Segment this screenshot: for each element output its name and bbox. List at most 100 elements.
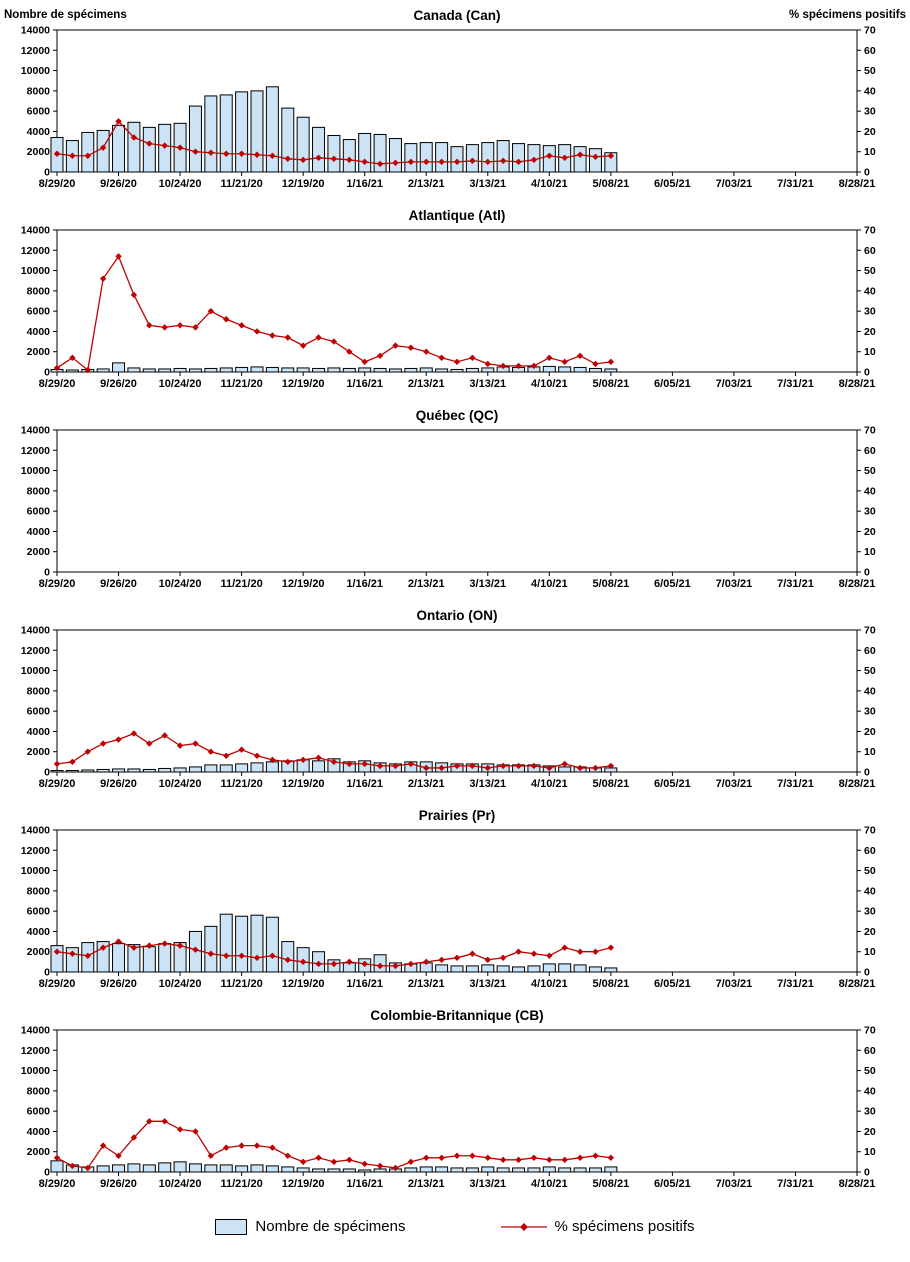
diamond-marker-icon bbox=[53, 150, 61, 157]
diamond-marker-icon bbox=[207, 149, 215, 156]
y-left-tick-label: 10000 bbox=[21, 1065, 50, 1077]
chart-title: Colombie-Britannique (CB) bbox=[370, 1008, 543, 1023]
diamond-marker-icon bbox=[84, 952, 91, 959]
y-left-tick-label: 8000 bbox=[27, 485, 51, 497]
specimen-bar bbox=[265, 916, 279, 973]
y-right-tick-label: 40 bbox=[864, 85, 876, 97]
specimen-bar bbox=[219, 94, 233, 173]
diamond-marker-icon bbox=[592, 153, 599, 160]
specimen-bar bbox=[496, 140, 510, 173]
y-right-tick-label: 0 bbox=[864, 1167, 870, 1179]
y-left-tick-label: 10000 bbox=[21, 265, 50, 277]
specimen-bar bbox=[419, 367, 433, 373]
x-tick-label: 11/21/20 bbox=[221, 1178, 263, 1190]
specimen-bar bbox=[112, 768, 126, 773]
specimen-bar bbox=[588, 367, 602, 373]
y-left-tick-label: 2000 bbox=[27, 346, 51, 358]
specimen-bar bbox=[388, 368, 402, 373]
y-right-tick-label: 10 bbox=[864, 346, 876, 358]
specimen-bar bbox=[219, 913, 233, 973]
diamond-marker-icon bbox=[161, 324, 168, 331]
specimen-bar bbox=[358, 1169, 372, 1173]
y-left-tick-label: 10000 bbox=[21, 65, 50, 77]
y-right-tick-label: 10 bbox=[864, 1146, 876, 1158]
diamond-marker-icon bbox=[192, 324, 199, 331]
chart-title: Prairies (Pr) bbox=[419, 808, 496, 823]
y-left-tick-label: 10000 bbox=[21, 665, 50, 677]
specimen-bar bbox=[312, 367, 326, 373]
x-tick-label: 9/26/20 bbox=[100, 578, 137, 590]
y-right-tick-label: 40 bbox=[864, 1085, 876, 1097]
y-left-tick-label: 8000 bbox=[27, 1085, 51, 1097]
x-tick-label: 8/29/20 bbox=[39, 578, 76, 590]
y-right-tick-label: 40 bbox=[864, 685, 876, 697]
x-tick-label: 9/26/20 bbox=[100, 978, 137, 990]
diamond-marker-icon bbox=[69, 758, 76, 766]
specimen-bar bbox=[342, 367, 356, 373]
y-left-tick-label: 8000 bbox=[27, 885, 51, 897]
y-left-tick-label: 14000 bbox=[21, 825, 50, 837]
diamond-marker-icon bbox=[561, 358, 568, 366]
diamond-marker-icon bbox=[484, 360, 491, 368]
specimen-bar bbox=[327, 1168, 341, 1173]
legend-positivity-label: % spécimens positifs bbox=[554, 1218, 695, 1235]
specimen-bar bbox=[235, 763, 249, 773]
specimen-bar bbox=[312, 126, 326, 173]
specimen-bar bbox=[296, 1167, 310, 1173]
diamond-marker-icon bbox=[376, 352, 384, 359]
diamond-marker-icon bbox=[576, 764, 584, 772]
specimen-bar bbox=[235, 915, 249, 973]
specimen-bar bbox=[127, 1163, 141, 1173]
x-tick-label: 3/13/21 bbox=[469, 578, 506, 590]
y-right-tick-label: 70 bbox=[864, 1025, 876, 1037]
x-tick-label: 7/03/21 bbox=[716, 578, 753, 590]
y-right-tick-label: 50 bbox=[864, 265, 876, 277]
y-right-tick-label: 60 bbox=[864, 45, 876, 57]
y-right-tick-label: 70 bbox=[864, 825, 876, 837]
diamond-marker-icon bbox=[176, 942, 184, 949]
specimen-bar bbox=[219, 367, 233, 373]
diamond-marker-icon bbox=[546, 952, 553, 959]
y-left-tick-label: 4000 bbox=[27, 926, 51, 938]
x-tick-label: 2/13/21 bbox=[408, 1178, 445, 1190]
specimen-bar bbox=[542, 365, 556, 373]
diamond-marker-icon bbox=[223, 150, 230, 157]
x-tick-label: 7/03/21 bbox=[716, 978, 753, 990]
y-right-tick-label: 60 bbox=[864, 445, 876, 457]
y-left-tick-label: 0 bbox=[44, 367, 50, 379]
y-left-tick-label: 4000 bbox=[27, 126, 51, 138]
x-tick-label: 5/08/21 bbox=[592, 178, 629, 190]
specimen-bar bbox=[235, 366, 249, 373]
specimen-bar bbox=[81, 131, 95, 173]
diamond-marker-icon bbox=[423, 348, 430, 355]
diamond-marker-icon bbox=[284, 155, 291, 163]
x-tick-label: 1/16/21 bbox=[346, 578, 383, 590]
diamond-marker-icon bbox=[176, 322, 184, 329]
diamond-marker-icon bbox=[146, 322, 153, 329]
y-left-tick-label: 2000 bbox=[27, 1146, 51, 1158]
x-tick-label: 11/21/20 bbox=[221, 578, 263, 590]
diamond-marker-icon bbox=[130, 944, 138, 951]
diamond-marker-icon bbox=[284, 1152, 291, 1159]
diamond-marker-icon bbox=[330, 155, 338, 163]
y-right-tick-label: 0 bbox=[864, 167, 870, 179]
x-tick-label: 7/31/21 bbox=[777, 578, 814, 590]
specimen-bar bbox=[373, 1168, 387, 1173]
y-right-tick-label: 20 bbox=[864, 126, 876, 138]
specimen-bar bbox=[204, 367, 218, 373]
x-tick-label: 11/21/20 bbox=[221, 178, 263, 190]
specimen-bar bbox=[342, 139, 356, 173]
y-right-tick-label: 30 bbox=[864, 906, 876, 918]
y-left-tick-label: 6000 bbox=[27, 706, 51, 718]
specimen-bar bbox=[435, 964, 449, 973]
specimen-bar bbox=[127, 768, 141, 773]
chart-title: Québec (QC) bbox=[416, 408, 499, 423]
diamond-marker-icon bbox=[484, 158, 491, 166]
specimen-bar bbox=[158, 943, 172, 973]
specimen-bar bbox=[112, 1164, 126, 1173]
x-tick-label: 4/10/21 bbox=[531, 1178, 568, 1190]
y-right-tick-label: 70 bbox=[864, 425, 876, 437]
diamond-marker-icon bbox=[407, 1158, 415, 1166]
right-axis-title: % spécimens positifs bbox=[789, 9, 906, 21]
diamond-marker-icon bbox=[438, 354, 445, 361]
